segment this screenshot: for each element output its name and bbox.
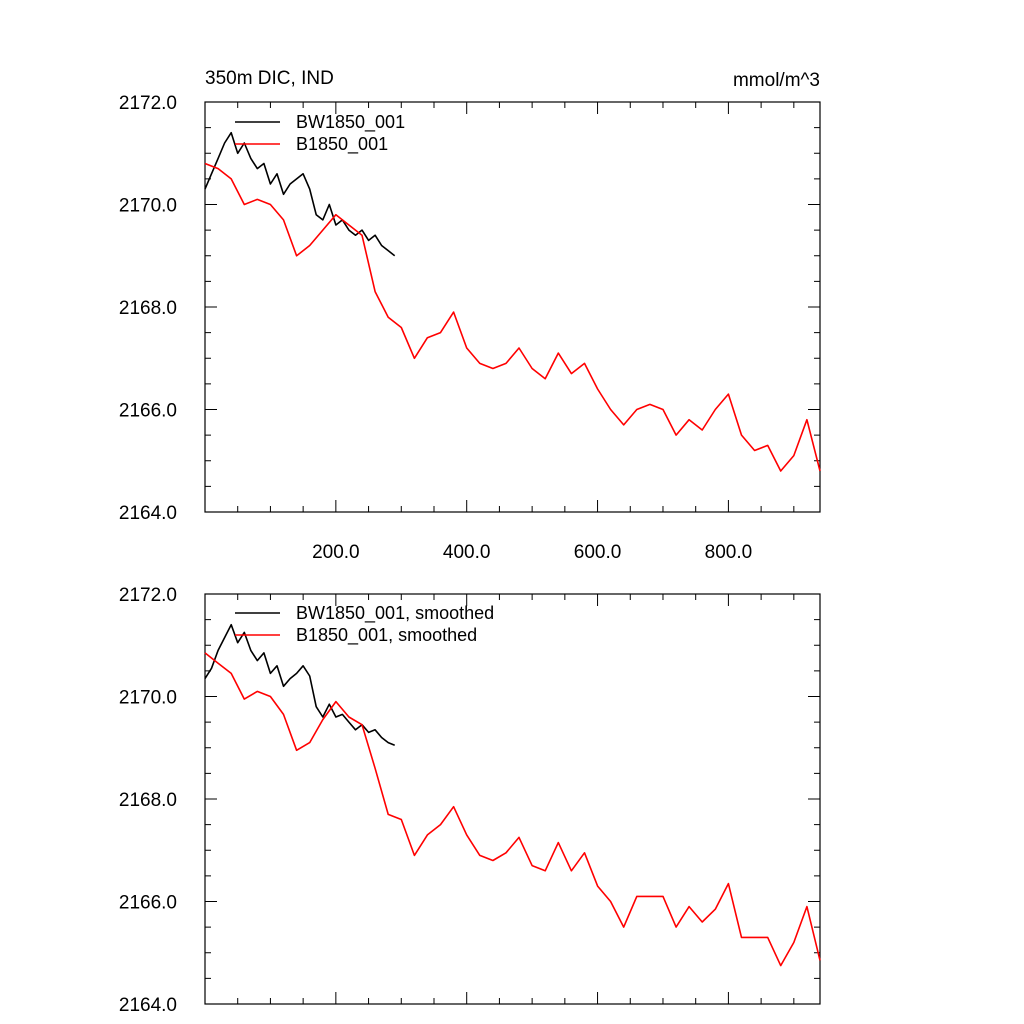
x-tick-label: 400.0 xyxy=(443,542,491,563)
series-line-b1850-001-smoothed xyxy=(204,652,821,967)
series-line-b1850-001 xyxy=(204,162,821,472)
y-tick-label: 2168.0 xyxy=(119,790,177,811)
top-panel: 350m DIC, IND mmol/m^3 2164.0 2166.0 2168.… xyxy=(119,68,821,563)
top-x-axis: 200.0 400.0 600.0 800.0 xyxy=(237,102,795,563)
y-tick-label: 2166.0 xyxy=(119,893,177,914)
top-plot-frame xyxy=(204,101,821,513)
bottom-series-lines xyxy=(204,623,821,967)
bottom-panel: 2164.0 2166.0 2168.0 2170.0 2172.0 BW1850_00… xyxy=(119,585,821,1016)
y-tick-label: 2172.0 xyxy=(119,93,177,114)
y-tick-label: 2172.0 xyxy=(119,585,177,606)
bottom-y-axis: 2164.0 2166.0 2168.0 2170.0 2172.0 xyxy=(119,585,820,1016)
top-legend: BW1850_001 B1850_001 xyxy=(235,112,405,155)
legend-label-bw1850-smoothed: BW1850_001, smoothed xyxy=(296,603,494,624)
top-series-lines xyxy=(204,131,821,472)
y-tick-label: 2164.0 xyxy=(119,503,177,524)
legend-label-b1850: B1850_001 xyxy=(296,134,388,155)
x-tick-label: 800.0 xyxy=(705,542,753,563)
y-tick-label: 2166.0 xyxy=(119,401,177,422)
bottom-legend: BW1850_001, smoothed B1850_001, smoothed xyxy=(235,603,494,646)
legend-label-bw1850: BW1850_001 xyxy=(296,112,405,133)
bottom-x-axis xyxy=(237,594,795,1004)
top-panel-units: mmol/m^3 xyxy=(733,70,820,91)
y-tick-label: 2170.0 xyxy=(119,196,177,217)
bottom-plot-frame xyxy=(204,593,821,1005)
y-tick-label: 2164.0 xyxy=(119,995,177,1016)
top-y-axis: 2164.0 2166.0 2168.0 2170.0 2172.0 xyxy=(119,93,820,524)
y-tick-label: 2168.0 xyxy=(119,298,177,319)
x-tick-label: 600.0 xyxy=(574,542,622,563)
series-line-bw1850-001 xyxy=(204,131,396,257)
x-tick-label: 200.0 xyxy=(312,542,360,563)
y-tick-label: 2170.0 xyxy=(119,688,177,709)
legend-label-b1850-smoothed: B1850_001, smoothed xyxy=(296,625,477,646)
top-panel-title: 350m DIC, IND xyxy=(205,68,334,89)
